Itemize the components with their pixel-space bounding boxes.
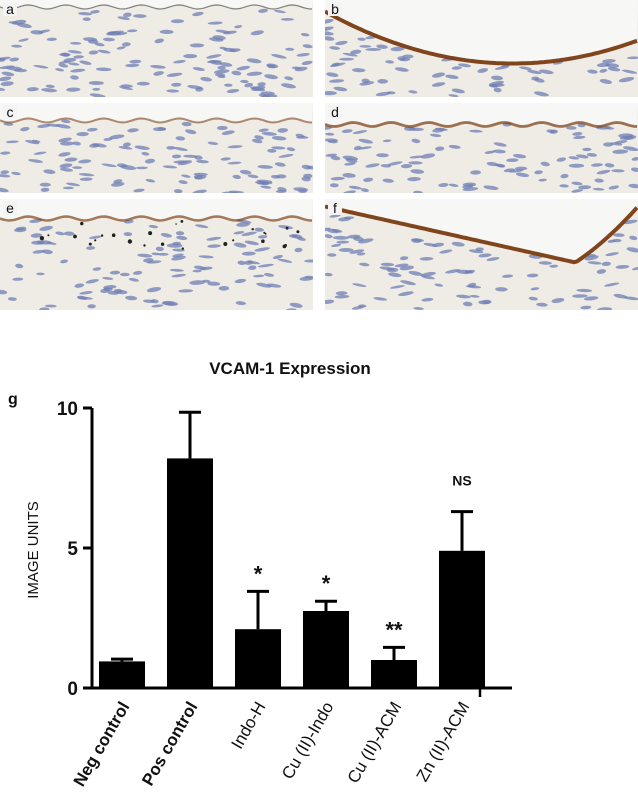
x-category-label-5: Zn (II)-ACM [413, 699, 474, 785]
x-category-label-2: Indo-H [227, 699, 269, 753]
micrograph-panel-c: c [0, 103, 313, 193]
micrograph-panel-e: e [0, 199, 313, 310]
bar-2 [235, 629, 281, 688]
panel-label-b: b [328, 2, 342, 16]
bar-5 [439, 550, 485, 688]
micrograph-image-f [325, 199, 638, 310]
panel-label-g: g [8, 391, 18, 408]
x-category-label-1: Pos control [138, 699, 201, 789]
bar-1 [167, 458, 213, 688]
chart-canvas: VCAM-1 Expression g IMAGE UNITS 0 5 10 Neg … [8, 359, 512, 790]
y-tick-label: 10 [57, 399, 78, 420]
micrograph-panel-d: d [325, 103, 638, 193]
x-category-label-4: Cu (II)-ACM [344, 699, 406, 787]
y-axis-label: IMAGE UNITS [25, 501, 42, 599]
panel-label-f: f [328, 201, 342, 215]
significance-label-5: NS [452, 473, 471, 489]
bar-0 [99, 661, 145, 688]
chart-title: VCAM-1 Expression [209, 359, 371, 378]
y-tick-label: 0 [67, 679, 78, 700]
x-category-label-3: Cu (II)-Indo [278, 699, 337, 783]
micrograph-panel-a: a [0, 0, 313, 97]
micrograph-image-e [0, 199, 313, 310]
significance-label-2: * [254, 561, 263, 586]
bar-4 [371, 660, 417, 688]
y-tick-label: 5 [67, 539, 78, 560]
micrograph-image-c [0, 103, 313, 193]
x-category-label-0: Neg control [70, 699, 134, 790]
significance-label-3: * [322, 571, 331, 596]
panel-label-d: d [328, 105, 342, 119]
vcam-bar-chart: VCAM-1 Expression g IMAGE UNITS 0 5 10 Neg … [0, 350, 638, 798]
panel-label-e: e [3, 201, 17, 215]
micrograph-image-d [325, 103, 638, 193]
micrograph-image-b [325, 0, 638, 97]
panel-label-a: a [3, 2, 17, 16]
micrograph-image-a [0, 0, 313, 97]
micrograph-panel-f: f [325, 199, 638, 310]
bar-3 [303, 611, 349, 688]
significance-label-4: ** [385, 617, 403, 642]
panel-label-c: c [3, 105, 17, 119]
micrograph-panel-b: b [325, 0, 638, 97]
